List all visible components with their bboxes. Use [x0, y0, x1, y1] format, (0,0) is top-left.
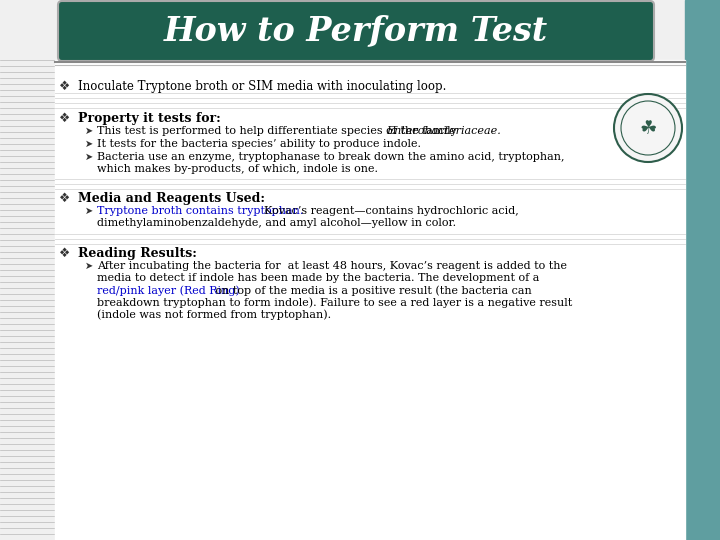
- Text: red/pink layer (Red Ring): red/pink layer (Red Ring): [97, 285, 240, 295]
- Bar: [685, 0, 720, 540]
- Text: ➤: ➤: [85, 139, 93, 149]
- Text: Enterobacteriaceae.: Enterobacteriaceae.: [387, 126, 501, 136]
- Text: ❖: ❖: [59, 112, 71, 125]
- Text: ➤: ➤: [85, 206, 93, 216]
- Text: breakdown tryptophan to form indole). Failure to see a red layer is a negative r: breakdown tryptophan to form indole). Fa…: [97, 297, 572, 308]
- Text: It tests for the bacteria species’ ability to produce indole.: It tests for the bacteria species’ abili…: [97, 139, 421, 149]
- Text: Property it tests for:: Property it tests for:: [78, 112, 221, 125]
- Text: media to detect if indole has been made by the bacteria. The development of a: media to detect if indole has been made …: [97, 273, 539, 283]
- Text: ❖: ❖: [59, 247, 71, 260]
- Text: ☘: ☘: [639, 118, 657, 138]
- Text: ➤: ➤: [85, 261, 93, 271]
- Text: Tryptone broth contains tryptophan.: Tryptone broth contains tryptophan.: [97, 206, 303, 216]
- Text: which makes by-products, of which, indole is one.: which makes by-products, of which, indol…: [97, 164, 378, 174]
- Text: Reading Results:: Reading Results:: [78, 247, 197, 260]
- Bar: [55, 60, 685, 540]
- Text: This test is performed to help differentiate species of the family: This test is performed to help different…: [97, 126, 460, 136]
- Text: ❖: ❖: [59, 192, 71, 205]
- Text: ➤: ➤: [85, 126, 93, 136]
- Text: How to Perform Test: How to Perform Test: [164, 15, 548, 48]
- Circle shape: [614, 94, 682, 162]
- Text: on top of the media is a positive result (the bacteria can: on top of the media is a positive result…: [212, 285, 531, 295]
- Text: Bacteria use an enzyme, tryptophanase to break down the amino acid, tryptophan,: Bacteria use an enzyme, tryptophanase to…: [97, 152, 564, 162]
- Text: Inoculate Tryptone broth or SIM media with inoculating loop.: Inoculate Tryptone broth or SIM media wi…: [78, 80, 446, 93]
- Text: After incubating the bacteria for  at least 48 hours, Kovac’s reagent is added t: After incubating the bacteria for at lea…: [97, 261, 567, 271]
- Text: ➤: ➤: [85, 152, 93, 162]
- Text: (indole was not formed from tryptophan).: (indole was not formed from tryptophan).: [97, 309, 331, 320]
- Text: Media and Reagents Used:: Media and Reagents Used:: [78, 192, 265, 205]
- Text: Kovac’s reagent—contains hydrochloric acid,: Kovac’s reagent—contains hydrochloric ac…: [257, 206, 519, 216]
- Text: ❖: ❖: [59, 80, 71, 93]
- Text: dimethylaminobenzaldehyde, and amyl alcohol—yellow in color.: dimethylaminobenzaldehyde, and amyl alco…: [97, 218, 456, 228]
- FancyBboxPatch shape: [58, 1, 654, 61]
